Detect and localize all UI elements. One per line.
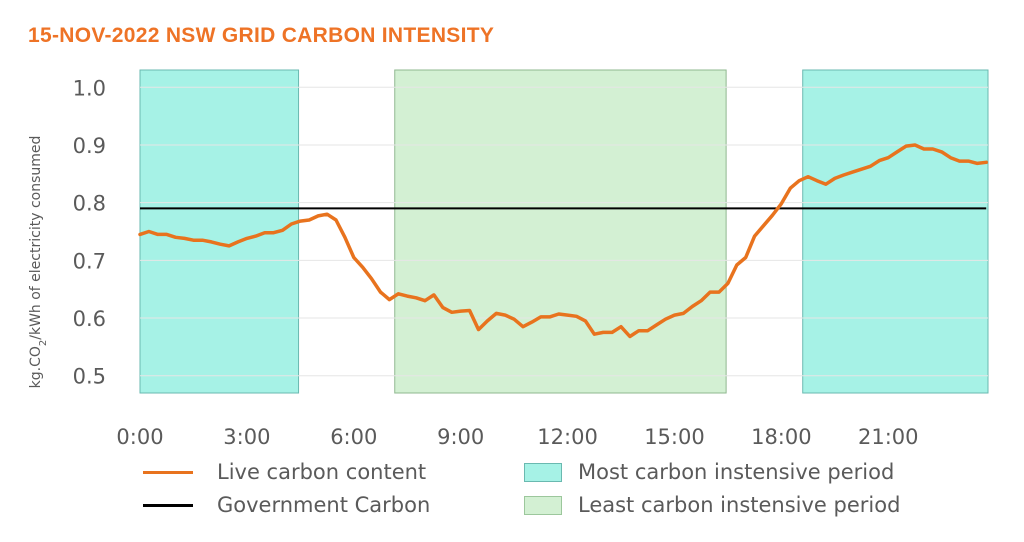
y-tick-label: 0.7 xyxy=(73,249,106,273)
legend-least-swatch xyxy=(524,496,562,515)
legend-live-label: Live carbon content xyxy=(217,460,427,484)
chart-title: 15-NOV-2022 NSW GRID CARBON INTENSITY xyxy=(28,24,495,47)
y-axis-label: kg.CO2/kWh of electricity consumed xyxy=(28,136,49,389)
legend-most-swatch xyxy=(524,463,562,482)
band-2 xyxy=(802,69,989,394)
band-1 xyxy=(394,69,727,394)
x-tick-label: 12:00 xyxy=(537,425,598,449)
period-bands xyxy=(139,69,989,394)
y-tick-label: 0.6 xyxy=(73,307,106,331)
legend-government-label: Government Carbon xyxy=(217,493,431,517)
y-tick-labels: 0.5 0.6 0.7 0.8 0.9 1.0 xyxy=(73,76,106,388)
legend-live-swatch xyxy=(143,471,193,474)
x-tick-label: 6:00 xyxy=(330,425,377,449)
x-tick-label: 9:00 xyxy=(437,425,484,449)
legend-least-label: Least carbon instensive period xyxy=(578,493,901,517)
y-tick-label: 1.0 xyxy=(73,76,106,100)
x-tick-label: 15:00 xyxy=(644,425,705,449)
x-tick-labels: 0:00 3:00 6:00 9:00 12:00 15:00 18:00 21:00 xyxy=(116,425,918,449)
x-tick-label: 3:00 xyxy=(223,425,270,449)
y-tick-label: 0.8 xyxy=(73,192,106,216)
gridlines xyxy=(140,86,988,377)
x-tick-label: 0:00 xyxy=(116,425,163,449)
x-tick-label: 18:00 xyxy=(751,425,812,449)
x-tick-label: 21:00 xyxy=(858,425,919,449)
y-tick-label: 0.9 xyxy=(73,134,106,158)
y-tick-label: 0.5 xyxy=(73,365,106,389)
series-live-carbon-content xyxy=(138,143,988,339)
series-layer xyxy=(138,143,988,339)
legend-government-swatch xyxy=(143,504,193,507)
legend-most-label: Most carbon instensive period xyxy=(578,460,895,484)
